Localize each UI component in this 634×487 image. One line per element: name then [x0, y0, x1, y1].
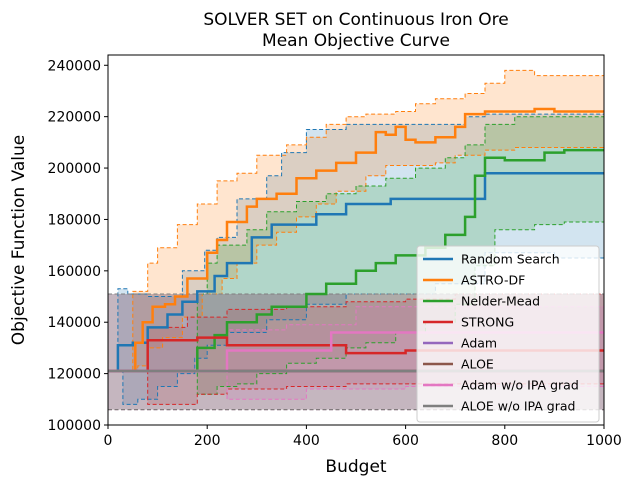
nelder-mead-mean-curve	[108, 148, 604, 373]
legend-label-astro-df: ASTRO-DF	[461, 273, 525, 288]
y-tick-label: 160000	[48, 264, 101, 280]
x-tick-label: 800	[491, 433, 518, 449]
x-tick-label: 600	[392, 433, 419, 449]
nelder-mead-confidence-band	[108, 116, 604, 395]
legend-label-adam: Adam	[461, 336, 497, 351]
y-tick-label: 120000	[48, 367, 101, 383]
chart-title-line1: SOLVER SET on Continuous Iron Ore	[203, 10, 508, 30]
adam-w-o-ipa-grad-lower-bound	[108, 370, 604, 400]
legend-box	[416, 245, 600, 423]
y-tick-label: 100000	[48, 418, 101, 434]
y-tick-label: 200000	[48, 161, 101, 177]
random-search-confidence-band	[108, 114, 604, 405]
legend-label-aloe: ALOE	[461, 357, 494, 372]
legend-label-nelder-mead: Nelder-Mead	[461, 294, 540, 309]
legend: Random Search ASTRO-DF Nelder-Mead STRONG Ad…	[416, 245, 600, 423]
x-tick-label: 1000	[586, 433, 622, 449]
x-tick-label: 0	[104, 433, 113, 449]
astro-df-mean-curve	[108, 107, 604, 373]
x-axis-label: Budget	[325, 457, 386, 477]
nelder-mead-upper-bound	[108, 116, 604, 372]
astro-df-confidence-band	[108, 70, 604, 372]
y-tick-label: 240000	[48, 58, 101, 74]
legend-label-aloe-w-o-ipa-grad: ALOE w/o IPA grad	[461, 399, 575, 414]
y-axis-label: Objective Function Value	[9, 135, 29, 345]
x-tick-label: 200	[194, 433, 221, 449]
y-axis: 100000 120000 140000 160000 180000 200000 2200…	[48, 58, 108, 434]
legend-label-random-search: Random Search	[461, 252, 560, 267]
astro-df-upper-bound	[108, 69, 604, 372]
legend-label-strong: STRONG	[461, 315, 514, 330]
x-tick-label: 400	[293, 433, 320, 449]
y-tick-label: 220000	[48, 110, 101, 126]
strong-lower-bound	[108, 370, 604, 405]
legend-label-adam-w-o-ipa-grad: Adam w/o IPA grad	[461, 378, 579, 393]
strong-upper-bound	[108, 293, 604, 372]
x-axis: 0 200 400 600 800 1000	[104, 425, 622, 449]
plot-frame	[107, 54, 605, 426]
y-tick-label: 140000	[48, 315, 101, 331]
y-tick-label: 180000	[48, 212, 101, 228]
chart-title-line2: Mean Objective Curve	[262, 31, 450, 51]
